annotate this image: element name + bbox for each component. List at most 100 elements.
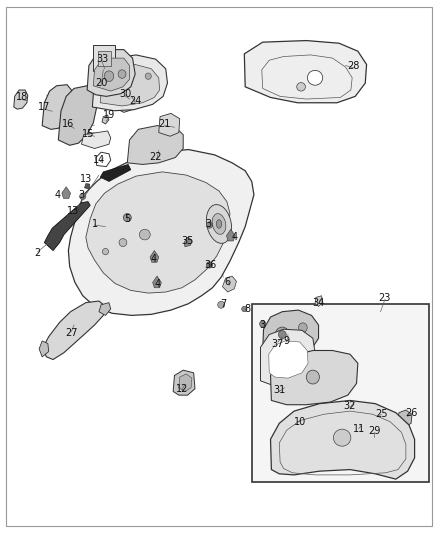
Polygon shape — [226, 229, 235, 241]
Text: 28: 28 — [347, 61, 360, 70]
Bar — [349, 417, 372, 438]
Ellipse shape — [297, 83, 305, 91]
Text: 33: 33 — [96, 54, 108, 64]
Polygon shape — [271, 400, 415, 479]
Ellipse shape — [298, 323, 307, 333]
Text: 25: 25 — [375, 409, 388, 419]
Text: 9: 9 — [284, 336, 290, 346]
Ellipse shape — [145, 73, 151, 79]
Text: 4: 4 — [231, 232, 237, 243]
Text: 2: 2 — [35, 248, 41, 258]
Polygon shape — [315, 296, 323, 306]
Text: 21: 21 — [158, 119, 171, 129]
Ellipse shape — [303, 341, 309, 347]
Polygon shape — [244, 41, 367, 103]
Polygon shape — [58, 86, 97, 146]
Text: 34: 34 — [312, 297, 325, 308]
Text: 31: 31 — [273, 385, 286, 395]
Text: 23: 23 — [379, 293, 391, 303]
Polygon shape — [367, 428, 378, 442]
Polygon shape — [100, 64, 159, 106]
Polygon shape — [93, 58, 130, 91]
Text: 3: 3 — [78, 190, 85, 200]
Polygon shape — [44, 201, 90, 251]
Ellipse shape — [218, 301, 225, 308]
Text: 13: 13 — [67, 206, 79, 216]
Ellipse shape — [206, 222, 212, 228]
Text: 13: 13 — [80, 174, 92, 184]
Ellipse shape — [216, 220, 222, 228]
Text: 15: 15 — [82, 128, 94, 139]
Text: 37: 37 — [272, 338, 284, 349]
Polygon shape — [42, 301, 106, 360]
Ellipse shape — [118, 70, 126, 78]
Polygon shape — [173, 370, 195, 395]
Bar — [93, 45, 115, 71]
Text: 29: 29 — [368, 426, 380, 437]
Polygon shape — [87, 50, 135, 96]
Text: 14: 14 — [93, 155, 105, 165]
Polygon shape — [102, 115, 109, 124]
Polygon shape — [86, 172, 230, 293]
Polygon shape — [179, 374, 192, 391]
Polygon shape — [184, 237, 192, 247]
Text: 30: 30 — [119, 88, 131, 99]
Polygon shape — [68, 150, 254, 316]
Ellipse shape — [80, 193, 86, 199]
Text: 4: 4 — [150, 254, 156, 263]
Text: 11: 11 — [353, 424, 365, 434]
Polygon shape — [99, 303, 111, 316]
Polygon shape — [62, 187, 71, 198]
Polygon shape — [263, 310, 318, 360]
Text: 36: 36 — [204, 261, 216, 270]
Ellipse shape — [206, 205, 232, 244]
Text: 10: 10 — [293, 417, 306, 427]
Text: 12: 12 — [176, 384, 188, 394]
Text: 32: 32 — [344, 401, 356, 411]
Ellipse shape — [102, 248, 109, 255]
Polygon shape — [100, 165, 131, 181]
Ellipse shape — [139, 229, 150, 240]
Ellipse shape — [291, 417, 299, 425]
Polygon shape — [119, 83, 140, 112]
Text: 27: 27 — [65, 328, 78, 338]
Ellipse shape — [333, 429, 351, 446]
Bar — [346, 414, 375, 441]
Bar — [98, 51, 111, 66]
Polygon shape — [398, 410, 412, 427]
Polygon shape — [92, 55, 167, 111]
Polygon shape — [269, 341, 308, 378]
Text: 16: 16 — [62, 119, 74, 129]
Ellipse shape — [276, 327, 289, 342]
Text: 6: 6 — [225, 278, 231, 287]
Polygon shape — [42, 85, 73, 130]
Text: 20: 20 — [95, 78, 107, 88]
Ellipse shape — [206, 262, 212, 268]
Polygon shape — [223, 276, 237, 292]
Polygon shape — [85, 183, 90, 189]
Polygon shape — [127, 126, 183, 165]
Text: 5: 5 — [124, 214, 131, 224]
Text: 8: 8 — [244, 304, 251, 314]
Polygon shape — [39, 341, 49, 357]
Ellipse shape — [104, 71, 114, 82]
Polygon shape — [261, 329, 315, 384]
FancyBboxPatch shape — [252, 304, 428, 482]
Text: 18: 18 — [15, 92, 28, 102]
Text: 22: 22 — [149, 152, 162, 162]
Polygon shape — [288, 413, 304, 429]
Polygon shape — [271, 351, 358, 405]
Polygon shape — [14, 90, 28, 109]
Polygon shape — [159, 114, 180, 136]
Polygon shape — [152, 276, 161, 288]
Ellipse shape — [124, 214, 131, 222]
Polygon shape — [150, 251, 159, 262]
Ellipse shape — [242, 306, 247, 312]
Ellipse shape — [260, 321, 266, 327]
Text: 7: 7 — [220, 298, 226, 309]
Text: 35: 35 — [181, 236, 193, 246]
Ellipse shape — [307, 70, 323, 85]
Text: 24: 24 — [129, 95, 141, 106]
Text: 4: 4 — [155, 279, 161, 288]
Text: 26: 26 — [405, 408, 417, 418]
